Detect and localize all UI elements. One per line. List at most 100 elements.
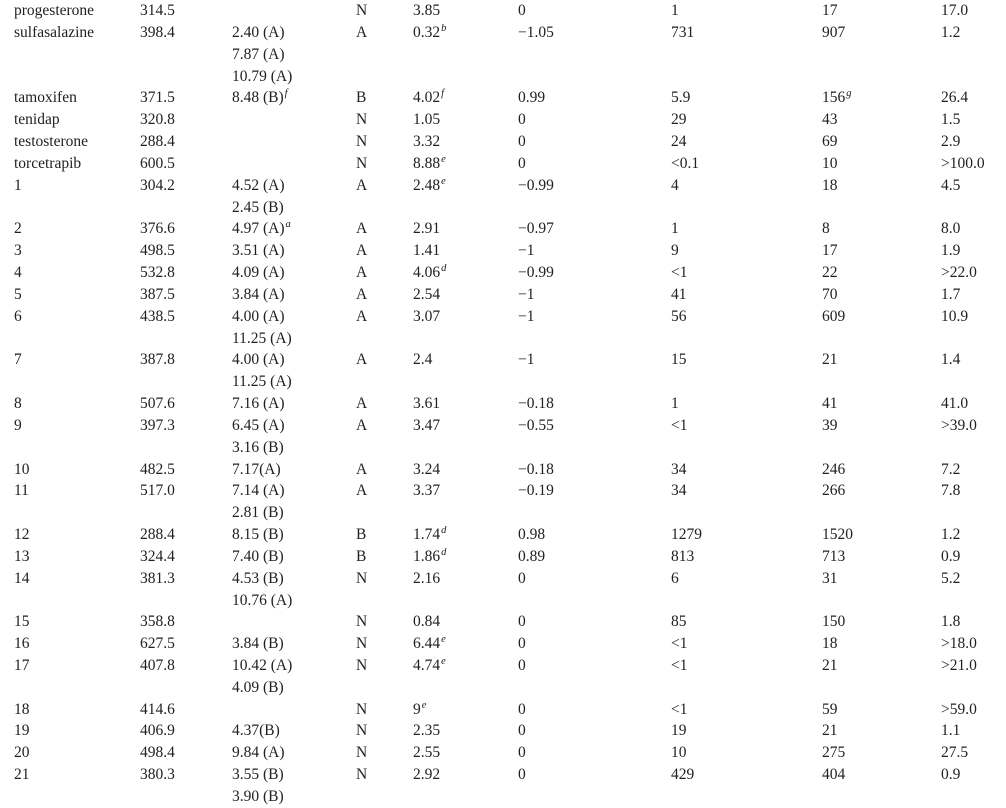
table-cell: 11.25 (A) bbox=[232, 373, 292, 391]
table-cell: 1.9 bbox=[941, 242, 961, 260]
table-cell: 15 bbox=[671, 351, 687, 369]
table-cell: >59.0 bbox=[941, 700, 977, 718]
table-cell: torcetrapib bbox=[14, 154, 82, 172]
table-row: 16 627.5 3.84 (B) N 6.44e 0 <1 18 >18.0 bbox=[0, 633, 1006, 655]
table-cell: 39 bbox=[822, 416, 838, 434]
table-cell: 387.5 bbox=[140, 285, 175, 303]
table-cell: 376.6 bbox=[140, 220, 175, 238]
table-cell: 3.55 (B) bbox=[232, 766, 284, 784]
table-cell: 1.5 bbox=[941, 111, 961, 129]
table-cell: N bbox=[356, 700, 368, 718]
table-cell: <1 bbox=[671, 264, 688, 282]
table-cell: 314.5 bbox=[140, 2, 175, 20]
table-cell: 4.02f bbox=[413, 88, 445, 107]
table-cell: 406.9 bbox=[140, 722, 175, 740]
table-cell: 4.00 (A) bbox=[232, 307, 285, 325]
table-row: 3.90 (B) bbox=[0, 786, 1006, 808]
table-cell: 324.4 bbox=[140, 547, 175, 565]
table-cell: 3.47 bbox=[413, 416, 441, 434]
table-cell: 4.09 (A) bbox=[232, 264, 285, 282]
table-cell: N bbox=[356, 613, 368, 631]
table-cell: 266 bbox=[822, 482, 846, 500]
table-cell: 8.48 (B)f bbox=[232, 88, 288, 107]
table-cell: 4.5 bbox=[941, 176, 961, 194]
table-cell: 12 bbox=[14, 526, 30, 544]
table-cell: 2.91 bbox=[413, 220, 441, 238]
table-row: 5 387.5 3.84 (A) A 2.54 −1 41 70 1.7 bbox=[0, 284, 1006, 306]
table-row: 9 397.3 6.45 (A) A 3.47 −0.55 <1 39 >39.0 bbox=[0, 415, 1006, 437]
table-cell: 0 bbox=[518, 700, 526, 718]
table-cell: 371.5 bbox=[140, 89, 175, 107]
table-row: 18 414.6 N 9e 0 <1 59 >59.0 bbox=[0, 699, 1006, 721]
table-cell: N bbox=[356, 2, 368, 20]
table-cell: 34 bbox=[671, 482, 687, 500]
table-cell: 1.05 bbox=[413, 111, 441, 129]
table-cell: 1.2 bbox=[941, 23, 961, 41]
table-cell: 1 bbox=[671, 2, 679, 20]
table-cell: 2.81 (B) bbox=[232, 504, 284, 522]
table-cell: 3.32 bbox=[413, 133, 441, 151]
table-row: 4.09 (B) bbox=[0, 677, 1006, 699]
table-cell: 2.45 (B) bbox=[232, 198, 284, 216]
table-cell: 16 bbox=[14, 635, 30, 653]
table-cell: −0.18 bbox=[518, 460, 554, 478]
table-row: 7.87 (A) bbox=[0, 44, 1006, 66]
table-cell: 358.8 bbox=[140, 613, 175, 631]
table-cell: A bbox=[356, 285, 368, 303]
table-cell: 3.84 (A) bbox=[232, 285, 285, 303]
table-cell: 85 bbox=[671, 613, 687, 631]
table-cell: 31 bbox=[822, 569, 838, 587]
table-cell: N bbox=[356, 111, 368, 129]
table-row: 2.45 (B) bbox=[0, 196, 1006, 218]
table-cell: 21 bbox=[822, 722, 838, 740]
table-row: 15 358.8 N 0.84 0 85 150 1.8 bbox=[0, 611, 1006, 633]
table-cell: 0.89 bbox=[518, 547, 546, 565]
table-cell: >21.0 bbox=[941, 657, 977, 674]
table-cell: N bbox=[356, 722, 368, 740]
table-cell: −1.05 bbox=[518, 23, 554, 41]
table-cell: 41.0 bbox=[941, 395, 969, 413]
table-cell: 26.4 bbox=[941, 89, 969, 107]
table-cell: 4.00 (A) bbox=[232, 351, 285, 369]
table-cell: N bbox=[356, 154, 368, 172]
table-cell: 17 bbox=[822, 2, 838, 20]
table-cell: 2.4 bbox=[413, 351, 433, 369]
table-cell: 7 bbox=[14, 351, 22, 369]
table-cell: 1 bbox=[671, 395, 679, 413]
table-cell: sulfasalazine bbox=[14, 23, 95, 41]
table-cell: 3.07 bbox=[413, 307, 441, 325]
table-cell: N bbox=[356, 133, 368, 151]
table-cell: 0.32b bbox=[413, 22, 447, 41]
table-cell: −0.19 bbox=[518, 482, 554, 500]
table-cell: 10 bbox=[671, 744, 687, 762]
table-cell: 11 bbox=[14, 482, 29, 500]
table-cell: 4.52 (A) bbox=[232, 176, 285, 194]
table-cell: −0.99 bbox=[518, 176, 554, 194]
table-cell: 41 bbox=[822, 395, 838, 413]
table-cell: 3 bbox=[14, 242, 22, 260]
table-row: 12 288.4 8.15 (B) B 1.74d 0.98 1279 1520 1.2 bbox=[0, 524, 1006, 546]
table-cell: 8 bbox=[14, 395, 22, 413]
table-cell: tamoxifen bbox=[14, 89, 77, 107]
table-cell: 156g bbox=[822, 88, 852, 107]
table-cell: 11.25 (A) bbox=[232, 329, 292, 347]
table-cell: 1 bbox=[671, 220, 679, 238]
table-cell: 5.9 bbox=[671, 89, 691, 107]
table-row: 10 482.5 7.17(A) A 3.24 −0.18 34 246 7.2 bbox=[0, 458, 1006, 480]
table-cell: 3.51 (A) bbox=[232, 242, 285, 260]
table-cell: 6 bbox=[14, 307, 22, 325]
table-cell: 150 bbox=[822, 613, 846, 631]
table-cell: >18.0 bbox=[941, 635, 977, 653]
table-cell: 10.9 bbox=[941, 307, 969, 325]
table-cell: 29 bbox=[671, 111, 687, 129]
table-cell: 34 bbox=[671, 460, 687, 478]
table-cell: >100.0 bbox=[941, 154, 985, 172]
table-cell: 15 bbox=[14, 613, 30, 631]
table-cell: 22 bbox=[822, 264, 838, 282]
table-cell: 5 bbox=[14, 285, 22, 303]
table-cell: 41 bbox=[671, 285, 687, 303]
table-cell: 5.2 bbox=[941, 569, 961, 587]
table-cell: 2.40 (A) bbox=[232, 23, 285, 41]
table-cell: A bbox=[356, 23, 368, 41]
table-cell: 246 bbox=[822, 460, 846, 478]
